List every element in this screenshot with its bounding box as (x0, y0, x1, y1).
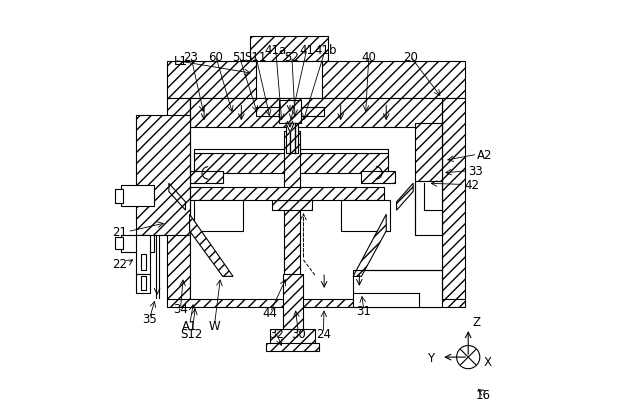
Text: 24: 24 (316, 327, 331, 340)
Bar (189, 187, 384, 200)
Text: 40: 40 (362, 50, 376, 64)
Text: 33: 33 (468, 165, 483, 178)
Bar (136, 275, 150, 293)
Bar (194, 150, 388, 154)
Text: Z: Z (472, 316, 481, 329)
Polygon shape (189, 215, 233, 277)
Text: 41: 41 (300, 44, 314, 57)
Bar (353, 271, 442, 308)
Polygon shape (286, 124, 294, 133)
Bar (167, 299, 465, 308)
Bar (136, 116, 189, 235)
Bar (278, 101, 301, 124)
Text: 41b: 41b (314, 44, 337, 57)
Text: 35: 35 (142, 312, 157, 325)
Bar (115, 189, 124, 203)
Text: S11: S11 (244, 50, 267, 64)
Text: 34: 34 (173, 302, 188, 316)
Text: 20: 20 (403, 50, 418, 64)
Text: W: W (209, 319, 220, 332)
Bar (141, 277, 146, 290)
Text: 22: 22 (113, 257, 127, 270)
Bar (301, 108, 324, 116)
Bar (283, 275, 303, 330)
Bar (266, 343, 319, 351)
Bar (256, 108, 278, 116)
Bar (250, 37, 328, 62)
Bar (340, 200, 390, 231)
Bar (167, 99, 189, 301)
Bar (189, 171, 223, 184)
Bar (273, 200, 312, 211)
Polygon shape (353, 215, 387, 277)
Polygon shape (169, 184, 186, 211)
Text: 51: 51 (232, 50, 246, 64)
Text: 23: 23 (184, 50, 198, 64)
Text: A1: A1 (182, 319, 197, 332)
Text: 42: 42 (464, 178, 479, 192)
Bar (115, 238, 124, 249)
Bar (270, 329, 315, 345)
Polygon shape (397, 184, 413, 211)
Text: 16: 16 (476, 388, 491, 401)
Text: A2: A2 (477, 148, 493, 161)
Text: X: X (484, 355, 492, 368)
Bar (122, 235, 154, 252)
Bar (141, 254, 146, 271)
Bar (362, 171, 394, 184)
Text: 44: 44 (263, 306, 278, 319)
Bar (442, 99, 465, 301)
Bar (256, 62, 322, 99)
Text: Y: Y (427, 351, 435, 364)
Bar (415, 124, 442, 184)
Bar (286, 124, 298, 154)
Text: 60: 60 (208, 50, 223, 64)
Text: 31: 31 (356, 304, 371, 317)
Text: 30: 30 (291, 327, 306, 340)
Text: L1: L1 (174, 55, 188, 68)
Bar (415, 182, 442, 235)
Text: S12: S12 (180, 327, 203, 340)
Bar (189, 99, 442, 128)
Bar (194, 154, 388, 173)
Bar (122, 186, 154, 206)
Text: 32: 32 (269, 327, 284, 340)
Text: 41a: 41a (264, 44, 287, 57)
Bar (284, 132, 300, 277)
Bar (189, 99, 442, 297)
Bar (194, 200, 243, 231)
Text: 52: 52 (284, 50, 300, 64)
Bar (136, 235, 150, 275)
Text: 21: 21 (113, 225, 127, 239)
Bar (167, 62, 465, 99)
